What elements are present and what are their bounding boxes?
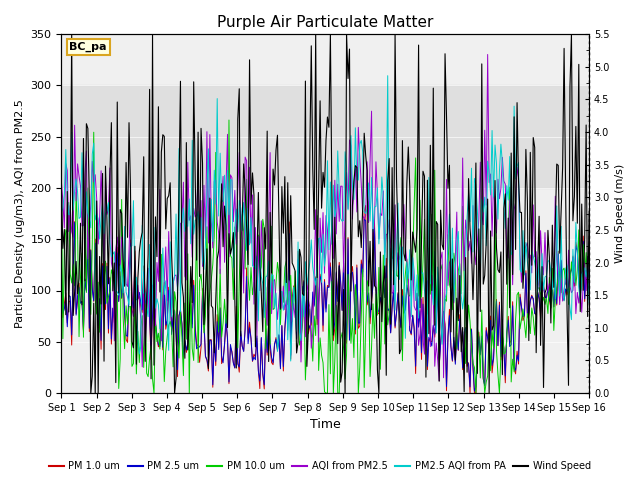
Y-axis label: Particle Density (ug/m3), AQI from PM2.5: Particle Density (ug/m3), AQI from PM2.5: [15, 99, 25, 328]
Y-axis label: Wind Speed (m/s): Wind Speed (m/s): [615, 164, 625, 263]
X-axis label: Time: Time: [310, 419, 340, 432]
Title: Purple Air Particulate Matter: Purple Air Particulate Matter: [217, 15, 433, 30]
Text: BC_pa: BC_pa: [69, 42, 107, 52]
Legend: PM 1.0 um, PM 2.5 um, PM 10.0 um, AQI from PM2.5, PM2.5 AQI from PA, Wind Speed: PM 1.0 um, PM 2.5 um, PM 10.0 um, AQI fr…: [45, 457, 595, 475]
Bar: [61, 85, 589, 188]
